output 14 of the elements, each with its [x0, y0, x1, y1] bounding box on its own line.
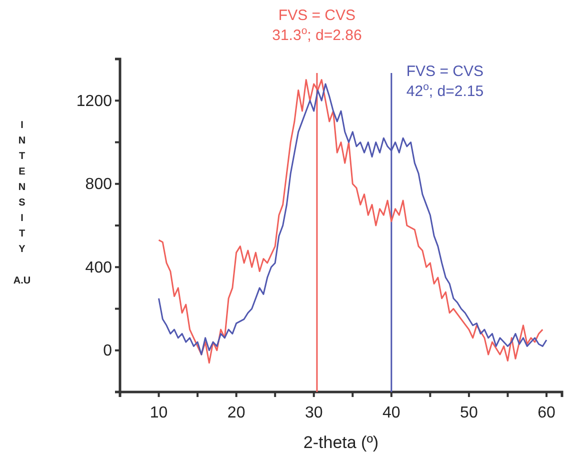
x-tick-label: 10: [150, 404, 168, 422]
x-axis-title: 2-theta (º): [303, 433, 379, 452]
text: INTENSITY A.U: [13, 120, 31, 286]
x-tick-label: 50: [460, 404, 478, 422]
text: FVS = CVS 31.3$^{o}$; d=2.86: [272, 7, 362, 44]
x-tick-label: 60: [538, 404, 556, 422]
x-tick-label: 40: [382, 404, 400, 422]
y-tick-label: 0: [103, 342, 112, 360]
y-tick-label: 1200: [76, 92, 112, 110]
y-tick-label: 400: [85, 259, 112, 276]
x-tick-label: 20: [227, 404, 246, 422]
y-tick-label: 800: [85, 176, 112, 193]
x-tick-label: 30: [304, 404, 323, 422]
annotation: FVS = CVS 42$^{o}$; d=2.15: [406, 63, 484, 100]
